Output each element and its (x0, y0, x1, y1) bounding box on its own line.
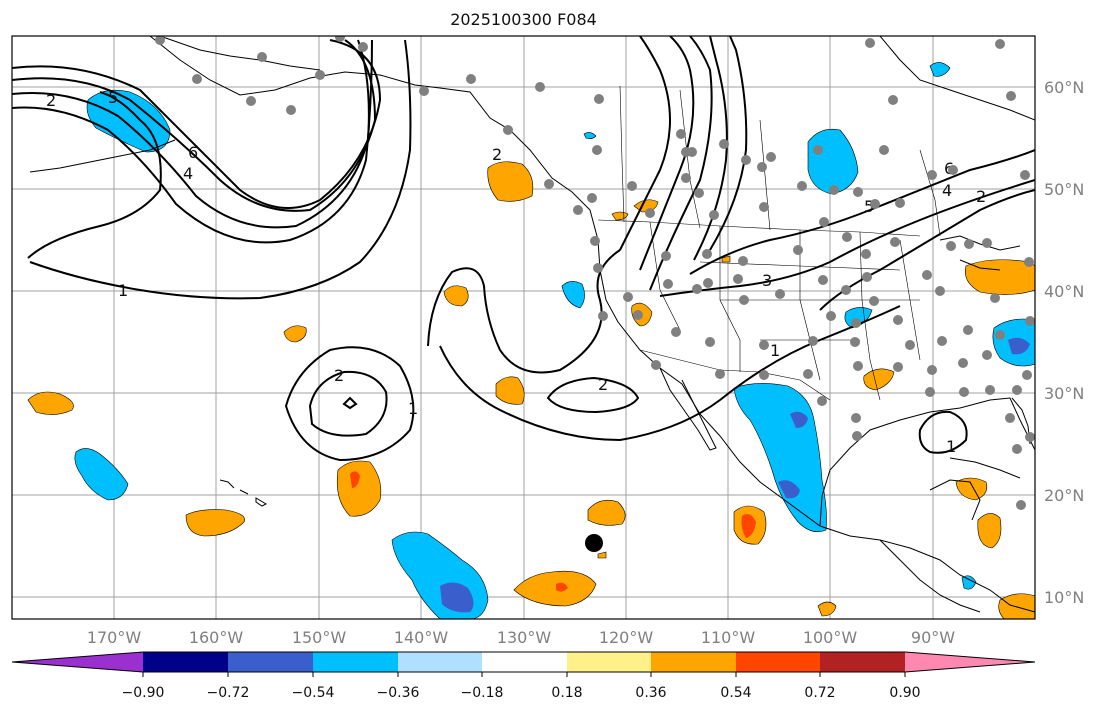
lon-label: 120°W (599, 628, 654, 647)
contour-label: 5 (108, 88, 118, 107)
longitude-labels: 170°W 160°W 150°W 140°W 130°W 120°W 110°… (87, 628, 955, 647)
page-title: 2025100300 F084 (450, 10, 597, 29)
contour-label: 4 (183, 164, 193, 183)
lat-label: 30°N (1044, 384, 1084, 403)
colorbar-segment (313, 652, 398, 672)
lon-label: 100°W (803, 628, 858, 647)
lon-label: 150°W (292, 628, 347, 647)
latitude-labels: 10°N 20°N 30°N 40°N 50°N 60°N (1044, 78, 1084, 607)
graticule (12, 36, 1035, 619)
lon-label: 90°W (911, 628, 955, 647)
colorbar-segment (482, 652, 567, 672)
lat-label: 20°N (1044, 486, 1084, 505)
colorbar: −0.90 −0.72 −0.54 −0.36 −0.18 0.18 0.36 … (11, 651, 1036, 701)
strong-negative-anomaly-areas (440, 337, 1030, 613)
contour-label: 2 (334, 366, 344, 385)
colorbar-tick-label: −0.18 (461, 685, 504, 701)
colorbar-segment (398, 652, 482, 672)
lat-label: 10°N (1044, 588, 1084, 607)
colorbar-tick-label: −0.90 (122, 685, 165, 701)
height-contours (12, 36, 1035, 462)
contour-label: 1 (946, 437, 956, 456)
lat-label: 60°N (1044, 78, 1084, 97)
contour-label: 1 (770, 341, 780, 360)
colorbar-segment (820, 652, 905, 672)
lon-label: 110°W (701, 628, 756, 647)
lon-label: 170°W (87, 628, 142, 647)
strong-positive-anomaly-areas (350, 471, 756, 592)
colorbar-segment (736, 652, 820, 672)
storm-marker (585, 534, 603, 552)
contour-label: 3 (762, 271, 772, 290)
coastlines (29, 36, 1035, 613)
colorbar-segment (143, 652, 228, 672)
colorbar-segment (651, 652, 736, 672)
contour-label: 2 (598, 375, 608, 394)
colorbar-segment (567, 652, 651, 672)
map-frame (11, 35, 1036, 620)
colorbar-tick-label: −0.54 (292, 685, 335, 701)
colorbar-tick-label: 0.36 (635, 685, 666, 701)
colorbar-tick-label: 0.72 (804, 685, 835, 701)
colorbar-segment-high-extend (905, 652, 1035, 672)
station-dots (155, 36, 1035, 510)
contour-label: 2 (46, 91, 56, 110)
contour-label: 6 (188, 143, 198, 162)
colorbar-tick-label: −0.72 (207, 685, 250, 701)
colorbar-tick-label: −0.36 (377, 685, 420, 701)
colorbar-segment-low-extend (12, 652, 143, 672)
colorbar-tick-label: 0.54 (720, 685, 751, 701)
contour-label: 2 (492, 145, 502, 164)
colorbar-segment (228, 652, 313, 672)
contour-label: 1 (408, 399, 418, 418)
lon-label: 140°W (394, 628, 449, 647)
contour-label: 1 (118, 281, 128, 300)
lon-label: 160°W (189, 628, 244, 647)
lat-label: 40°N (1044, 282, 1084, 301)
contour-label: 2 (976, 187, 986, 206)
contour-label: 4 (942, 181, 952, 200)
contour-label: 5 (864, 197, 874, 216)
lon-label: 130°W (497, 628, 552, 647)
lat-label: 50°N (1044, 180, 1084, 199)
positive-anomaly-areas (27, 161, 1035, 619)
colorbar-tick-label: 0.18 (551, 685, 582, 701)
colorbar-tick-label: 0.90 (889, 685, 920, 701)
contour-labels: 2 5 6 4 1 2 1 2 2 3 1 5 4 6 2 1 (46, 88, 986, 456)
